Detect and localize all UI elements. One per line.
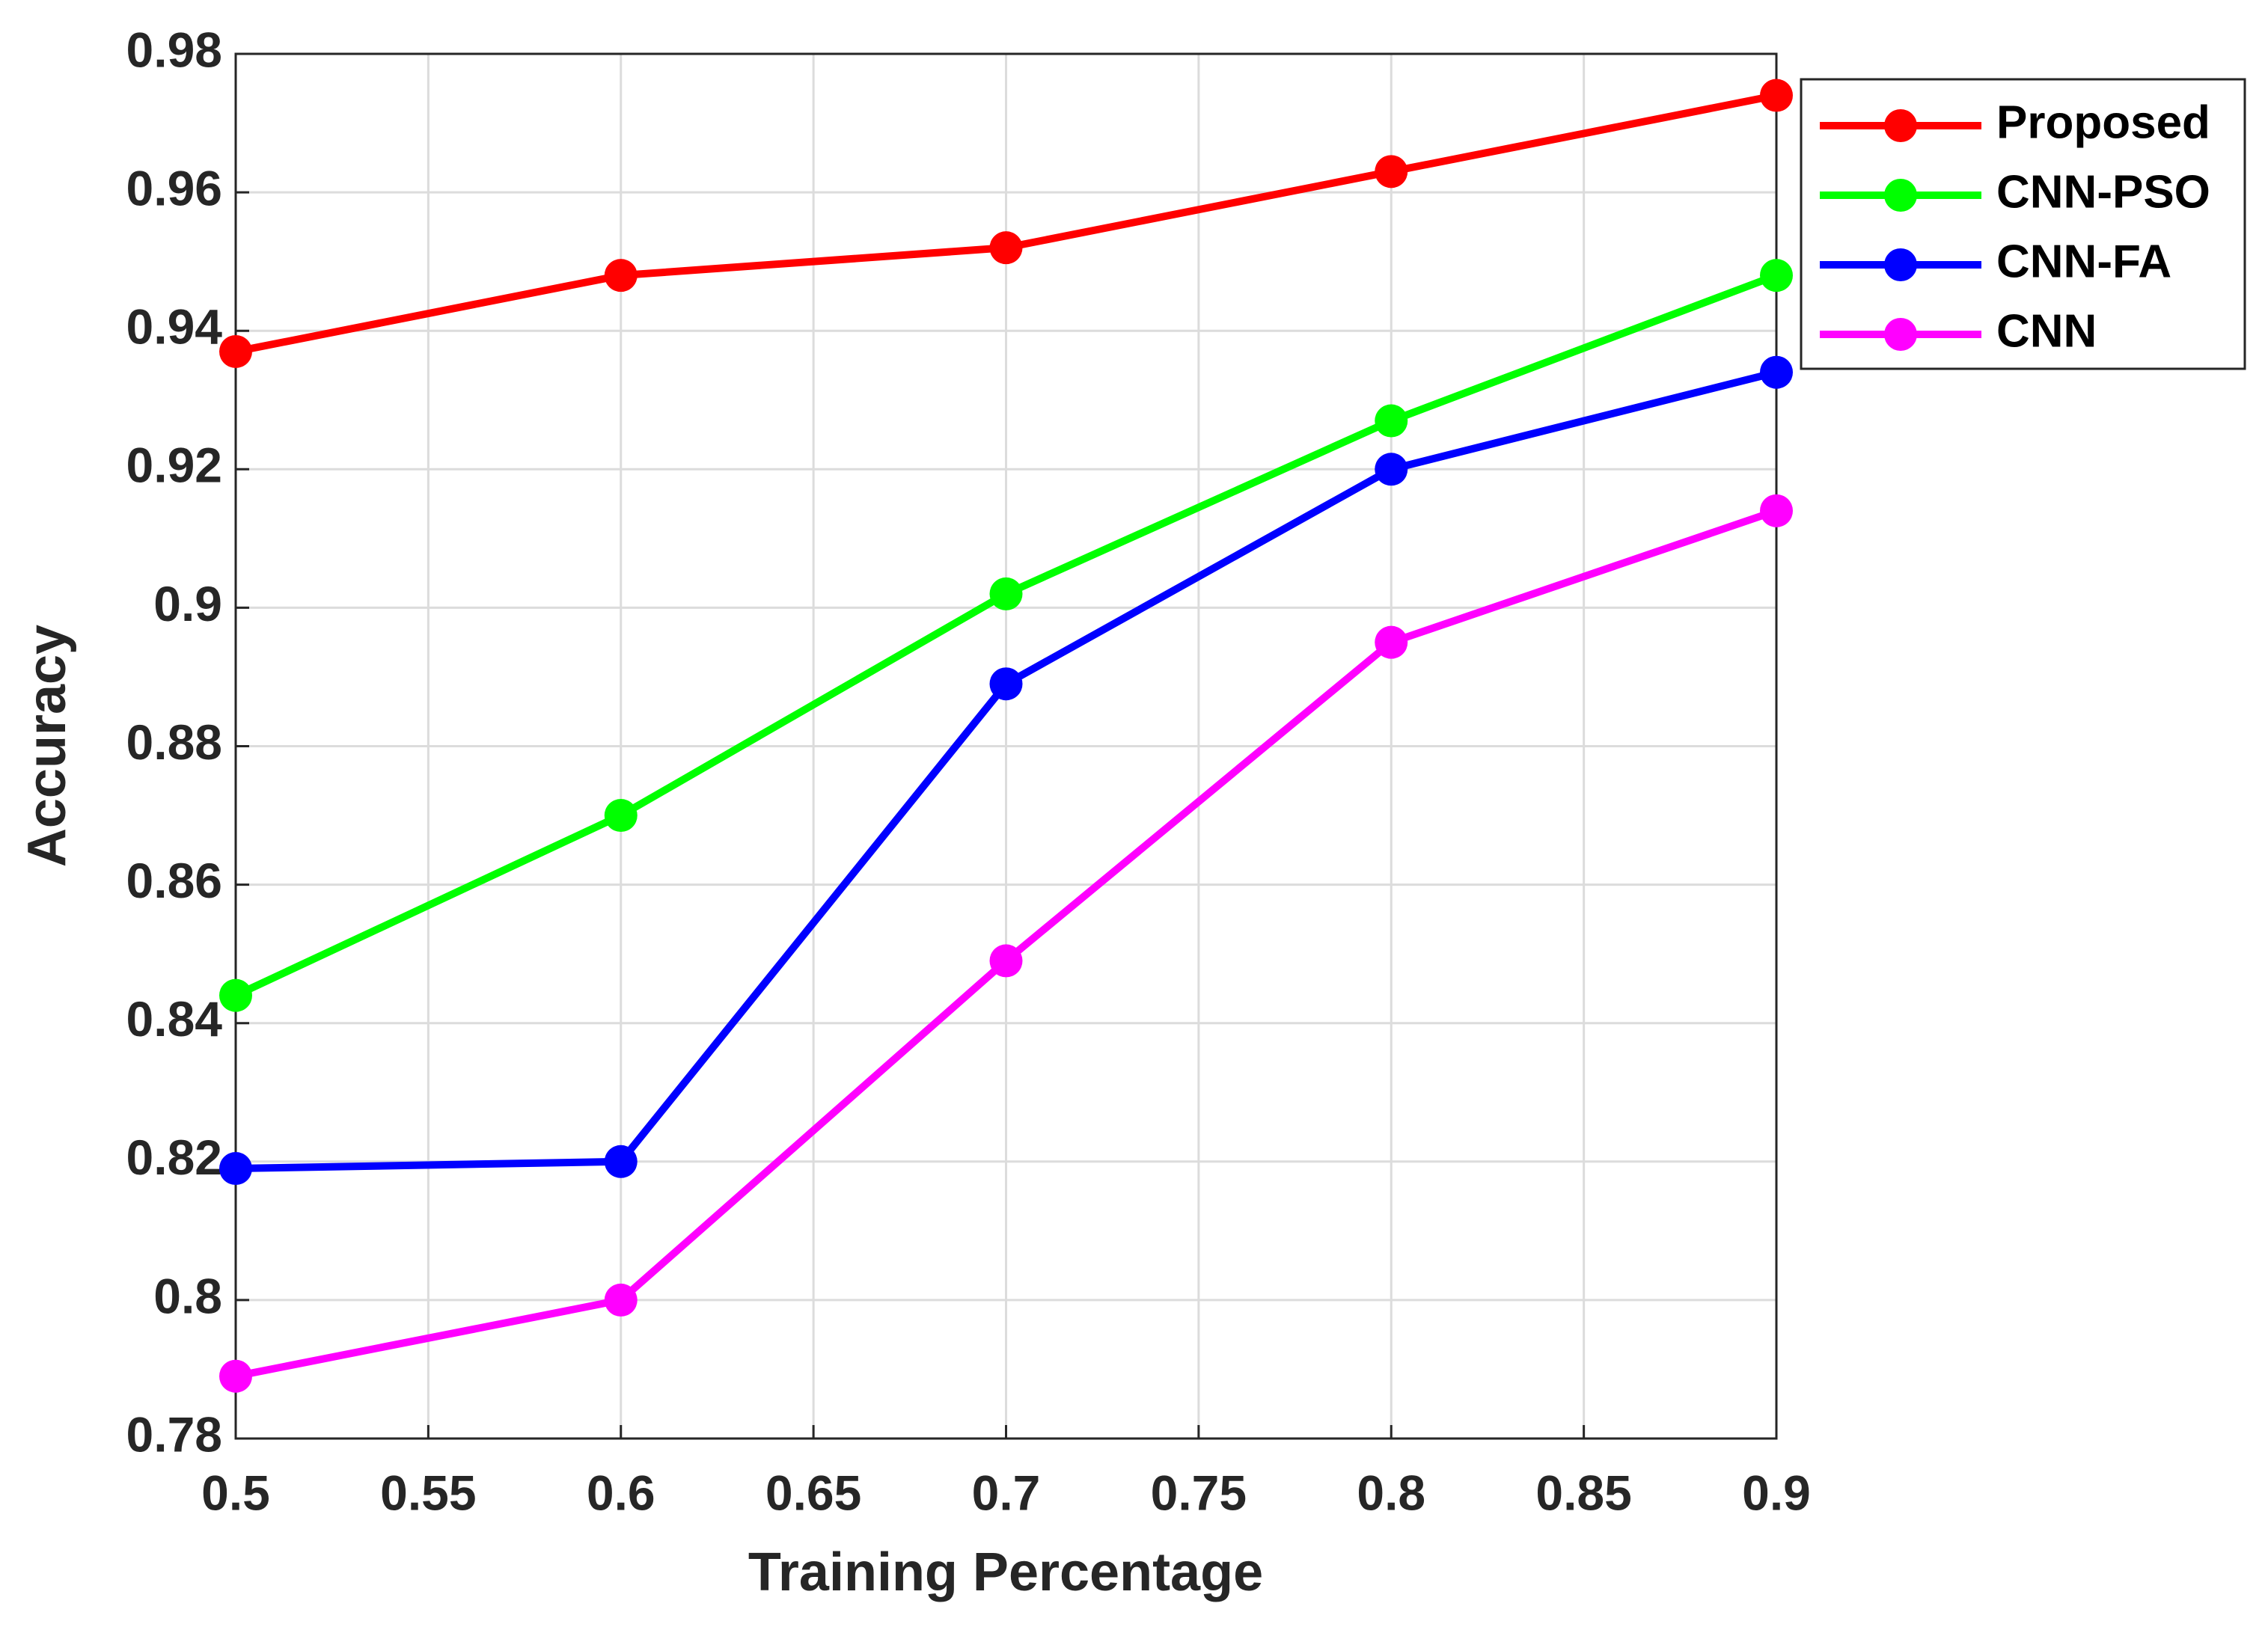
x-tick-label: 0.9 bbox=[1742, 1465, 1811, 1520]
plot-frame bbox=[234, 52, 1778, 1440]
x-tick-label: 0.65 bbox=[765, 1465, 861, 1520]
y-tick-label: 0.94 bbox=[126, 299, 223, 355]
point bbox=[989, 667, 1023, 701]
point bbox=[1760, 259, 1793, 292]
point bbox=[989, 231, 1023, 265]
y-tick-label: 0.9 bbox=[153, 576, 222, 631]
point bbox=[1760, 355, 1793, 389]
legend-marker bbox=[1884, 109, 1917, 142]
y-tick-label: 0.96 bbox=[126, 161, 222, 216]
y-axis-label: Accuracy bbox=[17, 625, 77, 867]
point bbox=[219, 1359, 252, 1393]
point bbox=[989, 944, 1023, 978]
point bbox=[604, 799, 638, 833]
point bbox=[1375, 453, 1408, 486]
y-tick-label: 0.86 bbox=[126, 853, 222, 908]
y-tick-label: 0.82 bbox=[126, 1130, 222, 1185]
point bbox=[989, 577, 1023, 610]
legend-marker bbox=[1884, 318, 1917, 351]
point bbox=[604, 259, 638, 292]
x-tick-label: 0.85 bbox=[1535, 1465, 1631, 1520]
point bbox=[604, 1145, 638, 1178]
legend-label: CNN-PSO bbox=[1996, 166, 2210, 218]
point bbox=[219, 1152, 252, 1186]
point bbox=[1760, 79, 1793, 112]
point bbox=[1760, 494, 1793, 527]
x-tick-label: 0.6 bbox=[587, 1465, 655, 1520]
x-tick-label: 0.8 bbox=[1357, 1465, 1425, 1520]
point bbox=[1375, 155, 1408, 189]
point bbox=[219, 978, 252, 1012]
point bbox=[219, 334, 252, 368]
point bbox=[1375, 625, 1408, 659]
x-tick-label: 0.7 bbox=[972, 1465, 1041, 1520]
legend-label: CNN bbox=[1996, 305, 2097, 357]
legend-marker bbox=[1884, 248, 1917, 281]
x-tick-label: 0.55 bbox=[380, 1465, 476, 1520]
y-tick-label: 0.88 bbox=[126, 714, 222, 770]
y-tick-label: 0.8 bbox=[153, 1268, 222, 1323]
y-tick-label: 0.98 bbox=[126, 22, 222, 77]
x-tick-label: 0.75 bbox=[1151, 1465, 1247, 1520]
y-tick-label: 0.78 bbox=[126, 1406, 222, 1462]
y-tick-label: 0.92 bbox=[126, 438, 222, 493]
x-axis-label: Training Percentage bbox=[748, 1542, 1263, 1602]
y-tick-label: 0.84 bbox=[126, 991, 223, 1047]
point bbox=[1375, 404, 1408, 438]
legend-label: Proposed bbox=[1996, 96, 2210, 148]
legend-marker bbox=[1884, 179, 1917, 212]
x-tick-label: 0.5 bbox=[201, 1465, 270, 1520]
point bbox=[604, 1283, 638, 1317]
legend-label: CNN-FA bbox=[1996, 236, 2171, 287]
